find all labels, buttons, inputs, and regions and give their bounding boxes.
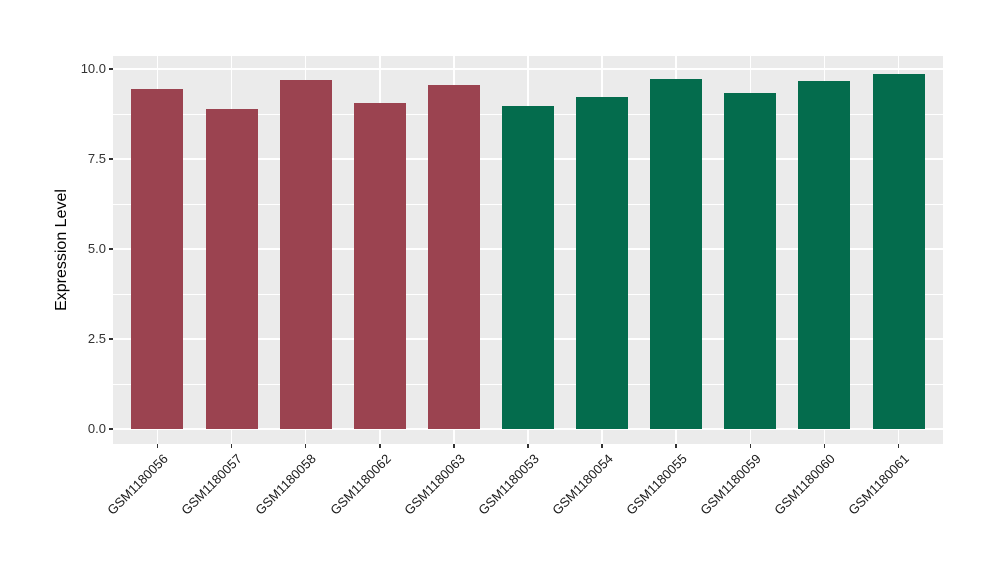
x-tick-mark [379, 444, 381, 448]
x-tick-mark [823, 444, 826, 448]
x-tick-mark [453, 444, 455, 448]
x-tick-mark [675, 444, 677, 448]
x-tick-mark [601, 444, 603, 448]
x-tick-label: GSM1180057 [178, 451, 246, 518]
x-tick-mark [304, 444, 307, 448]
x-tick-label: GSM1180055 [623, 451, 690, 518]
y-tick-mark [109, 428, 113, 430]
bar-GSM1180058 [279, 80, 332, 429]
bar-GSM1180062 [353, 103, 406, 429]
x-tick-mark [230, 444, 233, 448]
bar-GSM1180060 [798, 81, 851, 429]
bar-GSM1180056 [131, 89, 184, 429]
y-tick-label: 7.5 [87, 151, 106, 166]
bar-GSM1180054 [576, 97, 629, 429]
y-tick-label: 5.0 [87, 241, 106, 256]
x-tick-mark [749, 444, 752, 448]
x-tick-mark [527, 444, 529, 448]
x-tick-label: GSM1180062 [326, 451, 394, 518]
x-tick-mark [156, 444, 159, 448]
x-tick-label: GSM1180053 [474, 451, 542, 518]
y-tick-label: 2.5 [87, 331, 106, 346]
bar-GSM1180057 [205, 108, 258, 429]
x-tick-mark [897, 444, 900, 448]
y-tick-mark [109, 338, 113, 340]
bar-GSM1180059 [724, 93, 777, 429]
x-tick-label: GSM1180063 [400, 451, 468, 518]
bar-GSM1180061 [872, 74, 925, 429]
bar-GSM1180063 [427, 85, 480, 429]
x-tick-label: GSM1180056 [104, 451, 172, 518]
y-tick-mark [109, 248, 113, 250]
y-tick-label: 0.0 [87, 421, 106, 436]
x-tick-label: GSM1180060 [771, 451, 839, 518]
y-tick-label: 10.0 [80, 61, 106, 76]
y-tick-mark [109, 158, 113, 160]
x-tick-label: GSM1180058 [252, 451, 320, 518]
x-tick-label: GSM1180054 [549, 451, 616, 518]
x-tick-label: GSM1180061 [845, 451, 913, 518]
x-tick-label: GSM1180059 [697, 451, 764, 518]
y-tick-mark [109, 68, 113, 70]
bar-GSM1180053 [502, 106, 554, 429]
bar-GSM1180055 [650, 79, 703, 429]
plot-panel [113, 56, 943, 444]
